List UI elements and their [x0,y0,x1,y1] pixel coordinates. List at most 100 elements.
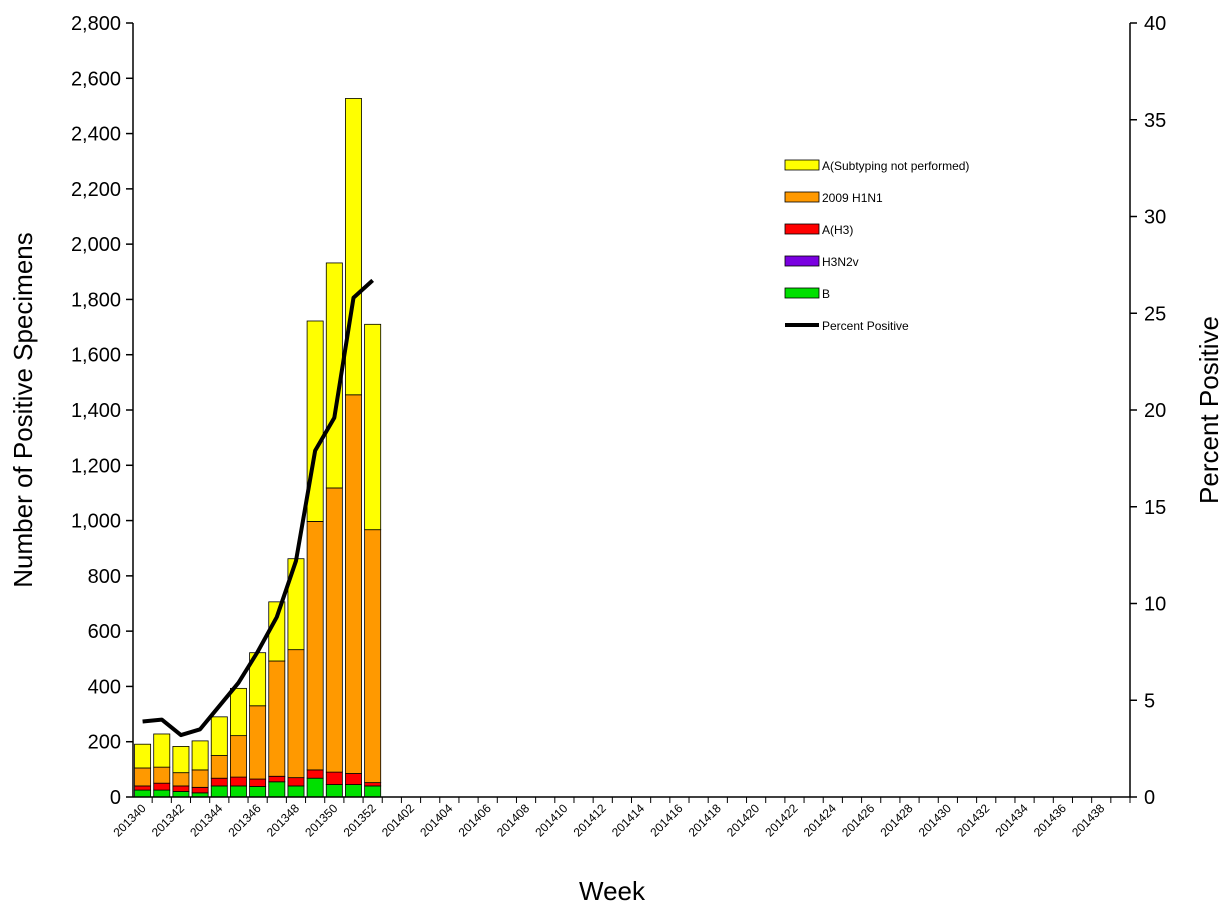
bar-segment [153,733,171,768]
x-tick-label: 201420 [724,801,762,839]
legend-label: 2009 H1N1 [822,191,883,205]
legend-swatch [784,287,820,299]
bar-segment [134,789,152,798]
x-tick-label: 201424 [801,801,839,839]
bar-segment [306,777,324,798]
bar-segment [325,487,343,773]
bar-segment [191,769,209,788]
bar-segment [249,705,267,780]
bar-segment [287,649,305,779]
bar-segment [306,769,324,779]
legend-swatch [784,159,820,171]
x-tick-label: 201404 [417,801,455,839]
legend-swatch [784,191,820,203]
bar-segment [364,323,382,531]
x-tick-label: 201402 [379,801,417,839]
bar-segment [210,785,228,798]
bar-segment [345,394,362,774]
bar-segment [268,775,286,783]
y-tick-label: 2,000 [71,234,121,256]
bar-segment [249,786,267,798]
bar-segment [287,785,305,798]
bar-segment [229,785,247,798]
y-tick-label: 600 [88,621,121,643]
bar-segment [306,521,324,771]
y2-tick-label: 25 [1144,303,1166,325]
y-tick-label: 2,400 [71,124,121,146]
y2-axis-title: Percent Positive [1194,316,1224,504]
bar-segment [325,784,343,798]
x-tick-label: 201434 [992,801,1030,839]
bar-segment [229,776,247,787]
x-tick-label: 201344 [187,801,225,839]
legend-label: B [822,287,830,301]
x-tick-label: 201422 [762,801,800,839]
legend-swatch [784,255,820,267]
x-tick-label: 201436 [1031,801,1069,839]
y2-tick-label: 10 [1144,594,1166,616]
x-tick-label: 201348 [264,801,302,839]
bar-segment [345,773,362,785]
x-tick-label: 201408 [494,801,532,839]
x-tick-label: 201432 [954,801,992,839]
x-tick-label: 201430 [916,801,954,839]
x-tick-label: 201416 [647,801,685,839]
bar-segment [364,529,382,784]
bar-segment [153,766,171,784]
bar-segment [268,660,286,777]
x-tick-label: 201414 [609,801,647,839]
y-tick-label: 0 [110,787,121,809]
bar-segment [172,791,190,798]
y2-tick-label: 40 [1144,13,1166,35]
bar-segment [172,785,190,792]
x-tick-label: 201426 [839,801,877,839]
bar-segment [134,785,152,791]
y2-tick-label: 15 [1144,497,1166,519]
y2-tick-label: 0 [1144,787,1155,809]
bar-segment [229,687,247,737]
bar-segment [249,778,267,787]
x-tick-label: 201350 [302,801,340,839]
legend-swatch [784,223,820,235]
legend-label: A(Subtyping not performed) [822,159,969,173]
y-axis-title: Number of Positive Specimens [8,232,38,587]
x-tick-label: 201438 [1069,801,1107,839]
y2-tick-label: 35 [1144,110,1166,132]
bar-segment [210,777,228,787]
bar-segment [229,735,247,778]
bar-segment [134,743,152,769]
bar-segment [345,98,362,396]
x-axis-title: Week [579,876,646,906]
x-tick-label: 201346 [226,801,264,839]
x-tick-label: 201410 [532,801,570,839]
bar-segment [134,767,152,787]
bar-segment [210,716,228,756]
x-tick-label: 201412 [571,801,609,839]
y2-tick-label: 20 [1144,400,1166,422]
legend-label: Percent Positive [822,319,909,333]
y-tick-label: 1,600 [71,345,121,367]
bar-segment [210,755,228,779]
bar-segment [191,740,209,771]
bar-segment [172,746,190,774]
bar-segment [364,785,382,798]
y-tick-label: 2,200 [71,179,121,201]
y-tick-label: 1,800 [71,289,121,311]
bar-segment [345,784,362,798]
y-tick-label: 400 [88,676,121,698]
x-tick-label: 201418 [686,801,724,839]
bar-segment [268,781,286,798]
bar-segment [325,771,343,785]
y2-tick-label: 30 [1144,207,1166,229]
bar-segment [172,772,190,787]
bar-segment [153,782,171,791]
bar-segment [364,782,382,787]
y-tick-label: 2,800 [71,13,121,35]
x-tick-label: 201428 [877,801,915,839]
y2-tick-label: 5 [1144,690,1155,712]
y-tick-label: 200 [88,732,121,754]
x-tick-label: 201406 [456,801,494,839]
legend-label: A(H3) [822,223,853,237]
